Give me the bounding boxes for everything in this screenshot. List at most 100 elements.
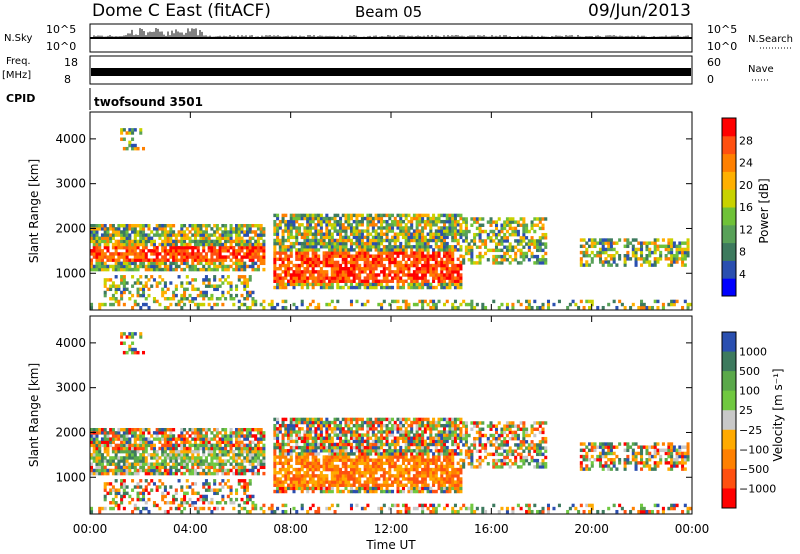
heatmap-cell [325,445,329,450]
heatmap-cell [125,437,129,441]
heatmap-cell [281,442,285,447]
heatmap-cell [240,249,244,253]
heatmap-cell [369,248,373,252]
heatmap-cell [235,431,239,435]
heatmap-cell [150,284,154,288]
heatmap-cell [172,437,176,441]
heatmap-cell [530,236,534,240]
heatmap-cell [322,477,326,481]
heatmap-cell [609,241,613,245]
heatmap-cell [333,471,337,475]
heatmap-cell [152,233,156,237]
heatmap-cell [224,267,228,272]
heatmap-cell [163,494,167,499]
heatmap-cell [226,479,230,483]
heatmap-cell [306,229,310,233]
heatmap-cell [349,245,353,249]
heatmap-cell [166,437,170,441]
heatmap-cell [210,488,214,492]
heatmap-cell [336,270,340,274]
heatmap-cell [322,458,326,462]
heatmap-cell [281,467,285,472]
heatmap-cell [579,260,583,264]
heatmap-cell [300,436,304,440]
heatmap-cell [336,276,340,280]
heatmap-cell [336,245,340,249]
heatmap-cell [199,239,203,244]
heatmap-cell [177,230,181,234]
heatmap-cell [437,232,441,236]
heatmap-cell [322,216,326,221]
heatmap-cell [141,249,146,253]
heatmap-cell [349,483,353,487]
heatmap-cell [229,434,233,438]
heatmap-cell [675,299,679,304]
heatmap-cell [281,480,285,484]
heatmap-cell [193,255,198,259]
heatmap-cell [172,239,176,244]
heatmap-cell [117,434,121,438]
heatmap-cell [590,244,594,249]
heatmap-cell [317,238,321,243]
heatmap-cell [122,227,126,231]
heatmap-cell [377,241,381,246]
heatmap-cell [656,257,660,261]
heatmap-cell [259,453,263,457]
heatmap-cell [588,299,592,304]
heatmap-cell [295,458,299,462]
heatmap-cell [147,293,151,298]
heatmap-cell [109,427,113,432]
heatmap-cell [196,227,200,231]
heatmap-cell [133,227,137,231]
heatmap-cell [686,238,690,242]
heatmap-cell [522,258,526,262]
heatmap-cell [224,431,228,435]
heatmap-cell [218,465,222,470]
nsky-label: N.Sky [4,33,32,44]
heatmap-cell [218,431,222,435]
heatmap-cell [459,263,463,268]
heatmap-cell [185,236,189,240]
heatmap-cell [147,278,151,282]
heatmap-cell [141,350,146,355]
heatmap-cell [382,285,386,290]
heatmap-cell [297,486,301,491]
heatmap-cell [640,247,644,252]
heatmap-cell [202,453,206,457]
heatmap-cell [147,453,151,457]
heatmap-cell [382,263,386,268]
heatmap-cell [221,230,225,234]
heatmap-cell [196,305,200,310]
heatmap-cell [136,239,140,244]
heatmap-cell [284,433,288,437]
heatmap-cell [437,273,441,277]
heatmap-cell [174,506,178,511]
heatmap-cell [311,241,315,246]
colorbar-tick-label: 4 [739,268,746,281]
heatmap-cell [281,285,285,290]
heatmap-cell [407,232,411,236]
heatmap-cell [273,489,277,494]
heatmap-cell [319,449,323,453]
heatmap-cell [256,453,260,457]
heatmap-cell [511,229,515,234]
heatmap-cell [456,223,460,227]
heatmap-cell [281,509,285,514]
heatmap-cell [590,260,594,264]
heatmap-cell [133,468,137,473]
heatmap-cell [330,477,334,481]
heatmap-cell [582,254,586,258]
y-tick-label: 4000 [55,132,86,146]
heatmap-cell [161,267,165,272]
heatmap-cell [111,462,115,466]
heatmap-cell [103,293,107,298]
heatmap-cell [183,437,187,441]
heatmap-cell [328,420,332,425]
heatmap-cell [347,216,351,221]
heatmap-cell [500,236,504,240]
heatmap-cell [215,440,219,444]
heatmap-cell [661,302,665,307]
heatmap-cell [139,440,143,444]
heatmap-cell [213,453,217,457]
heatmap-cell [374,267,378,271]
